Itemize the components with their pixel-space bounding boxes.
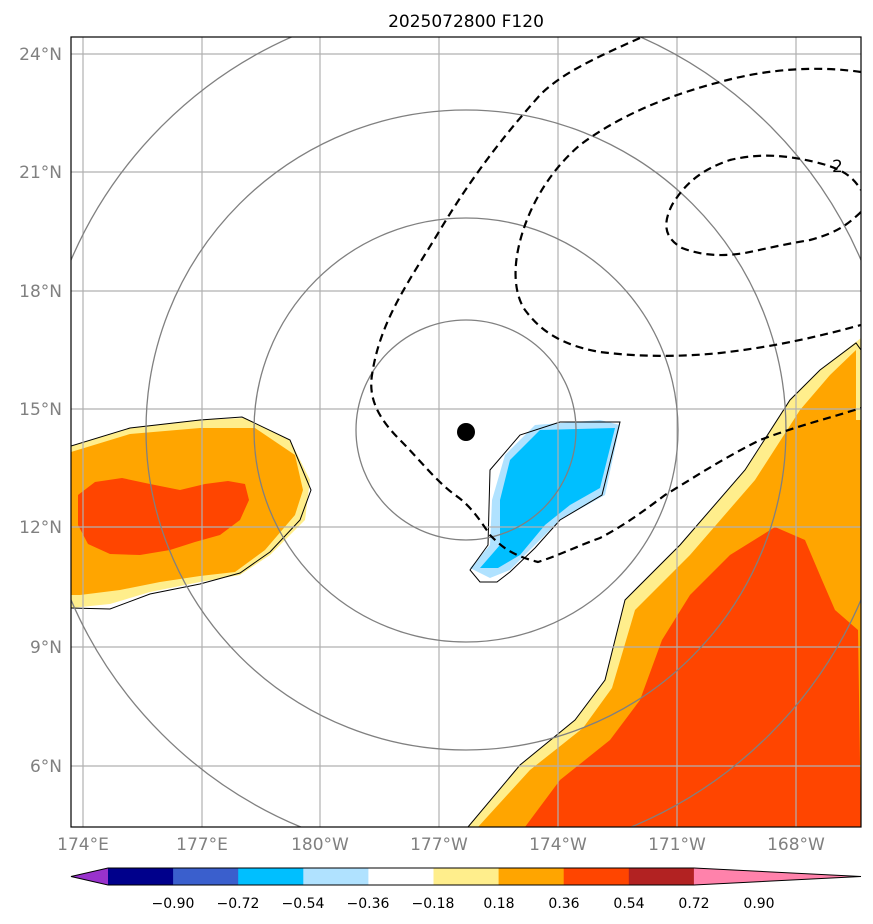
dashed-contours (370, 37, 861, 564)
lat-label: 21°N (19, 163, 62, 183)
contour-outer (370, 37, 861, 564)
anomaly-field-center (469, 420, 621, 583)
colorbar-segment (368, 868, 434, 885)
lon-label: 177°W (410, 835, 468, 855)
storm-center-marker (457, 423, 475, 441)
colorbar-label: −0.18 (412, 896, 455, 912)
contour-middle (514, 67, 861, 357)
colorbar-segment (303, 868, 369, 885)
lon-label: 174°E (57, 835, 109, 855)
colorbar-segment (433, 868, 500, 885)
colorbar-label: 0.36 (548, 896, 579, 912)
lon-label: 174°W (529, 835, 587, 855)
colorbar-label: 0.54 (613, 896, 644, 912)
range-rings (71, 37, 861, 827)
lon-labels: 174°E 177°E 180°W 177°W 174°W 171°W 168°… (57, 835, 825, 855)
colorbar-label: 0.72 (678, 896, 709, 912)
colorbar-segment (563, 868, 630, 885)
lat-label: 15°N (19, 400, 62, 420)
colorbar-extend-low (71, 868, 108, 885)
gridlines (71, 37, 861, 827)
colorbar-segment (498, 868, 565, 885)
colorbar-segment (108, 868, 174, 885)
anomaly-field-right (467, 338, 861, 827)
lon-label: 168°W (767, 835, 825, 855)
lat-label: 24°N (19, 45, 62, 65)
anomaly-field-left (71, 416, 312, 610)
colorbar-label: −0.36 (347, 896, 390, 912)
lat-label: 9°N (30, 638, 62, 658)
plot-frame (70, 36, 862, 828)
lat-labels: 24°N 21°N 18°N 15°N 12°N 9°N 6°N (19, 45, 62, 777)
lat-label: 12°N (19, 518, 62, 538)
plot-area: 2 (71, 37, 861, 827)
colorbar-segment (628, 868, 695, 885)
lat-label: 18°N (19, 282, 62, 302)
colorbar-labels: −0.90 −0.72 −0.54 −0.36 −0.18 0.18 0.36 … (152, 896, 775, 912)
colorbar-label: −0.72 (217, 896, 260, 912)
lon-label: 180°W (291, 835, 349, 855)
lon-label: 171°W (648, 835, 706, 855)
colorbar-extend-high (693, 868, 861, 885)
contour-inner-2 (665, 154, 861, 257)
contour-label: 2 (832, 157, 843, 177)
colorbar-label: −0.54 (282, 896, 325, 912)
colorbar-label: 0.90 (743, 896, 774, 912)
lon-label: 177°E (176, 835, 228, 855)
lat-label: 6°N (30, 757, 62, 777)
map-title: 2025072800 F120 (388, 12, 544, 32)
colorbar-outline (70, 867, 862, 886)
colorbar-segment (238, 868, 304, 885)
colorbar (70, 867, 862, 886)
colorbar-label: 0.18 (483, 896, 514, 912)
colorbar-label: −0.90 (152, 896, 195, 912)
colorbar-segment (173, 868, 239, 885)
